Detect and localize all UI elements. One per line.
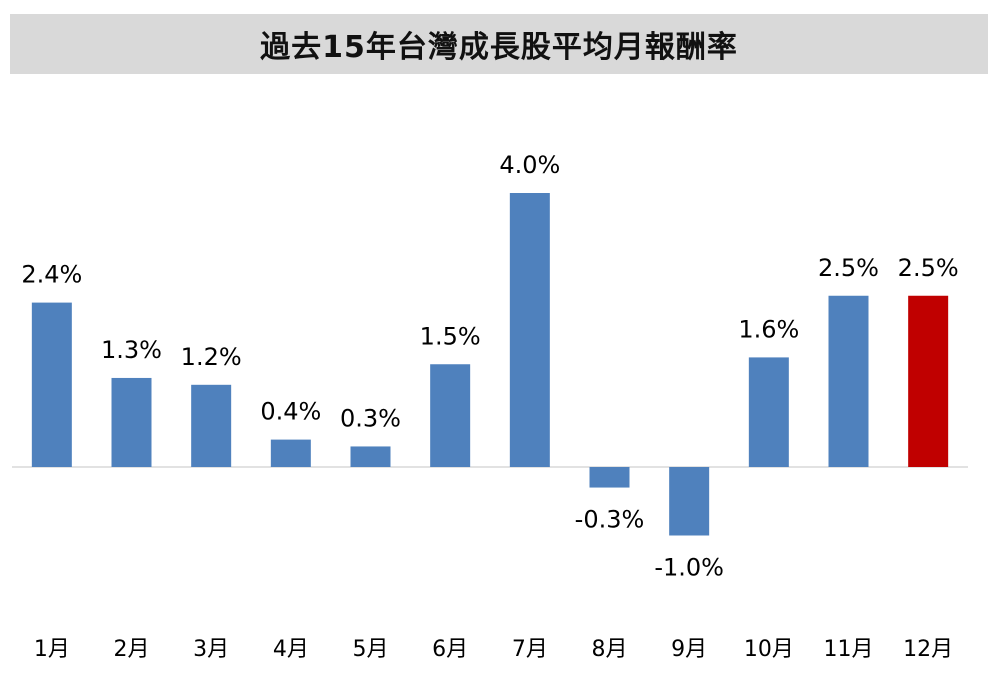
x-tick-label-1: 1月 xyxy=(34,637,70,662)
x-tick-label-10: 10月 xyxy=(744,637,794,662)
data-label-10: 1.6% xyxy=(738,315,799,343)
x-tick-label-3: 3月 xyxy=(193,637,229,662)
data-label-12: 2.5% xyxy=(898,254,959,282)
data-label-8: -0.3% xyxy=(575,506,645,534)
bar-3 xyxy=(191,384,232,467)
bar-1 xyxy=(31,302,72,467)
data-label-9: -1.0% xyxy=(654,554,724,582)
data-label-7: 4.0% xyxy=(499,151,560,179)
x-tick-label-6: 6月 xyxy=(432,637,468,662)
x-tick-label-5: 5月 xyxy=(353,637,389,662)
bar-11 xyxy=(828,295,869,467)
bar-10 xyxy=(748,357,789,467)
data-label-4: 0.4% xyxy=(260,398,321,426)
data-label-3: 1.2% xyxy=(181,343,242,371)
x-tick-label-12: 12月 xyxy=(903,637,953,662)
bar-2 xyxy=(111,377,152,467)
bar-4 xyxy=(270,439,311,467)
data-label-5: 0.3% xyxy=(340,404,401,432)
chart-title-bar: 過去15年台灣成長股平均月報酬率 xyxy=(10,14,988,74)
data-label-1: 2.4% xyxy=(21,261,82,289)
bar-9 xyxy=(669,467,710,536)
bar-6 xyxy=(430,364,471,467)
x-tick-label-4: 4月 xyxy=(273,637,309,662)
bar-5 xyxy=(350,446,391,467)
x-tick-label-11: 11月 xyxy=(824,637,874,662)
data-label-6: 1.5% xyxy=(420,322,481,350)
x-tick-label-9: 9月 xyxy=(671,637,707,662)
chart-title: 過去15年台灣成長股平均月報酬率 xyxy=(260,30,738,65)
x-tick-label-2: 2月 xyxy=(114,637,150,662)
data-label-2: 1.3% xyxy=(101,336,162,364)
bar-8 xyxy=(589,467,630,488)
bar-12 xyxy=(908,295,949,467)
bar-7 xyxy=(509,193,550,467)
x-tick-label-7: 7月 xyxy=(512,637,548,662)
data-label-11: 2.5% xyxy=(818,254,879,282)
x-tick-label-8: 8月 xyxy=(592,637,628,662)
